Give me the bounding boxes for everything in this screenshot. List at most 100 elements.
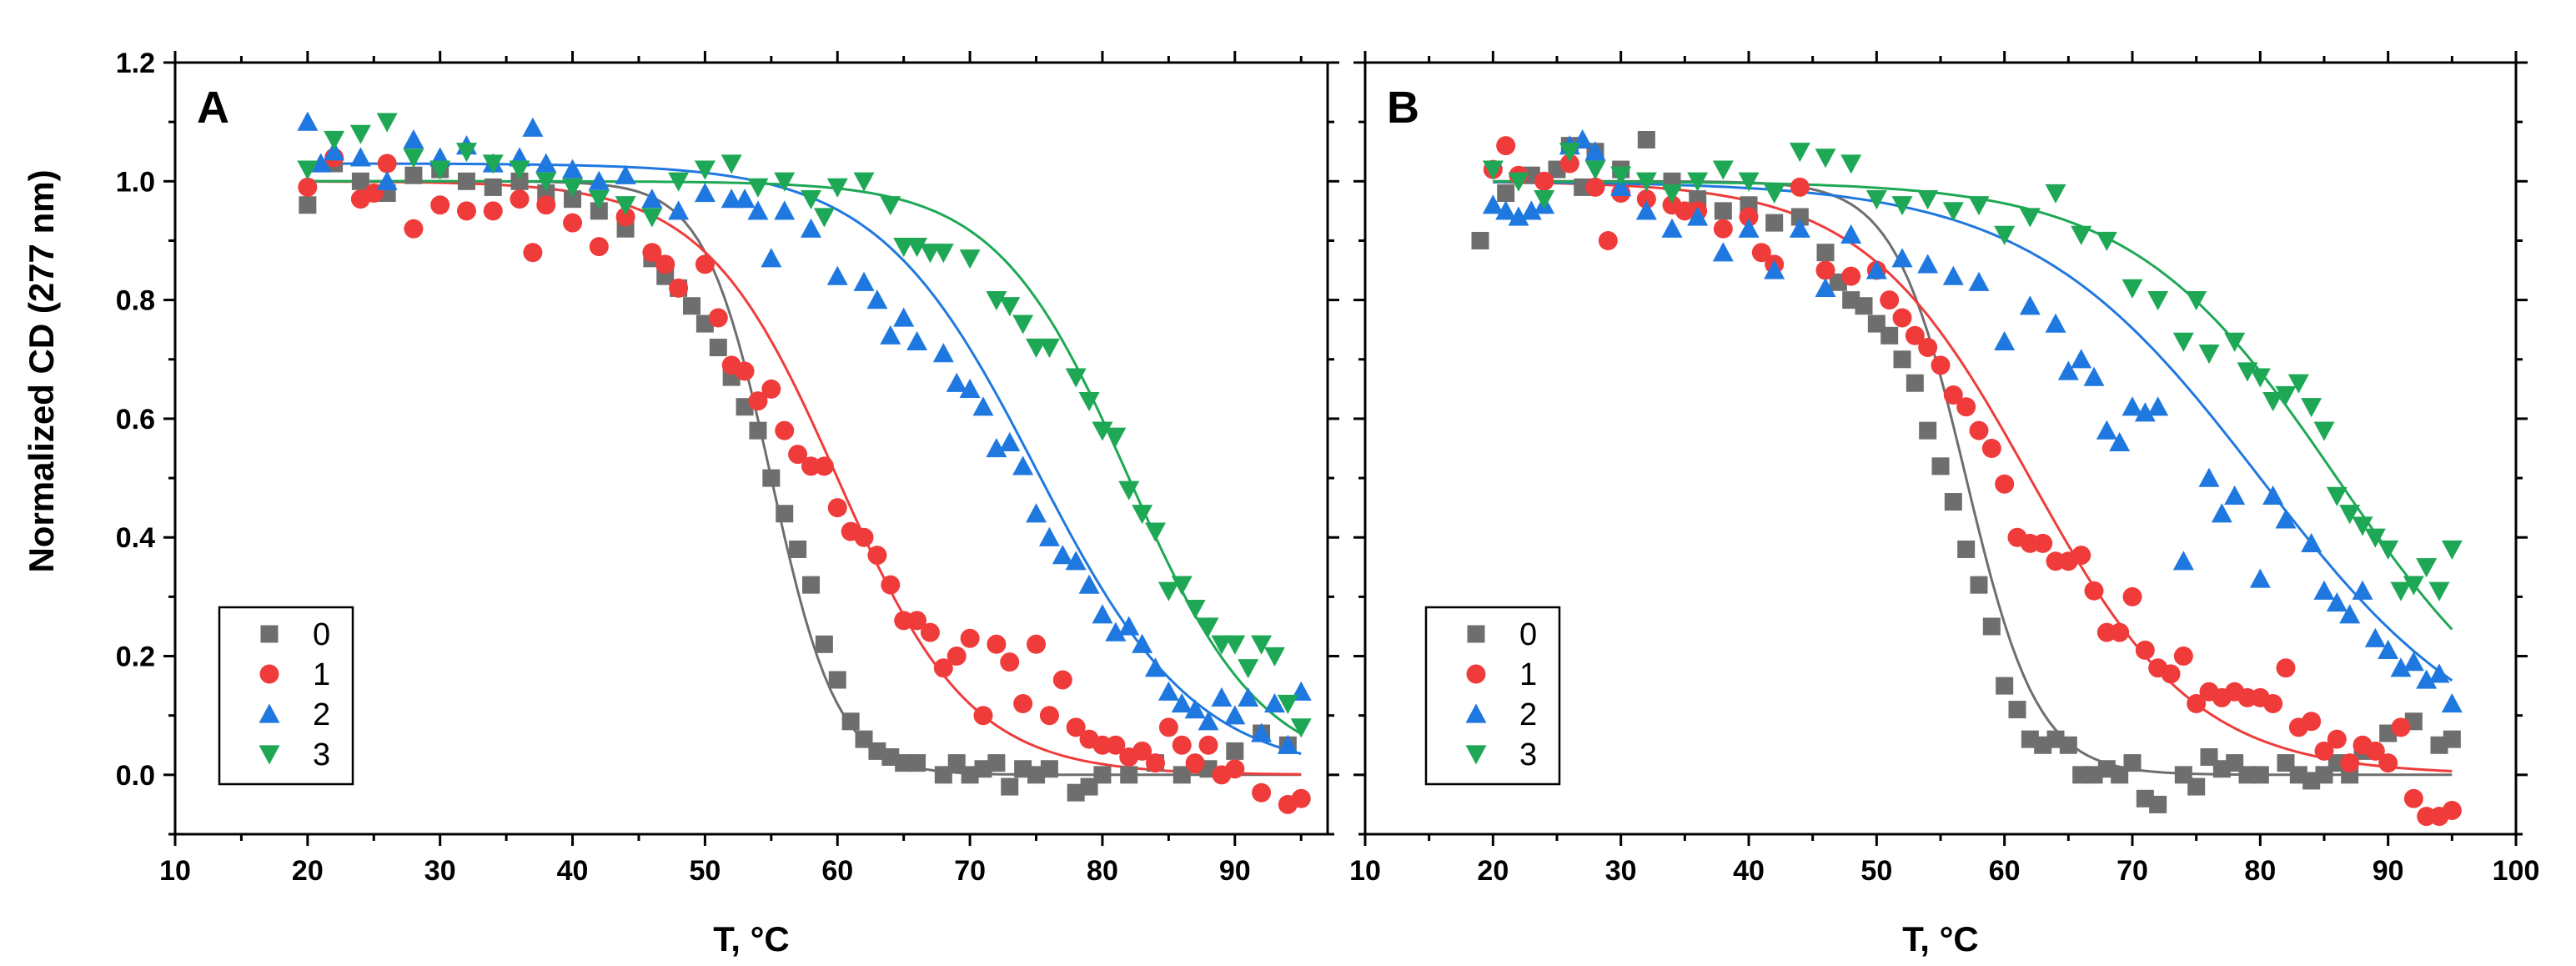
data-point-series-2 xyxy=(1661,218,1683,238)
data-point-series-1 xyxy=(788,445,808,465)
data-point-series-3 xyxy=(1764,184,1785,204)
data-point-series-1 xyxy=(1066,717,1086,737)
data-point-series-2 xyxy=(2352,580,2373,600)
data-point-series-2 xyxy=(1764,259,1785,279)
data-point-series-2 xyxy=(2275,509,2297,529)
data-point-series-0 xyxy=(404,166,423,184)
data-point-series-0 xyxy=(299,196,317,214)
data-point-series-3 xyxy=(2147,290,2169,311)
data-point-series-1 xyxy=(1981,439,2001,458)
data-point-series-1 xyxy=(708,308,728,328)
data-point-series-2 xyxy=(1520,200,1542,220)
data-point-series-3 xyxy=(2071,225,2092,245)
data-point-series-3 xyxy=(535,172,557,192)
data-point-series-3 xyxy=(1942,202,1964,222)
legend: 0 1 2 3 xyxy=(1424,606,1561,786)
data-point-series-1 xyxy=(1956,397,1976,417)
data-point-series-3 xyxy=(1118,480,1140,501)
data-point-series-3 xyxy=(1738,172,1760,192)
data-point-series-2 xyxy=(2122,396,2143,416)
data-point-series-3 xyxy=(2186,290,2207,311)
data-point-series-3 xyxy=(1840,154,1862,174)
data-point-series-3 xyxy=(2287,374,2309,394)
data-point-series-1 xyxy=(2173,647,2193,667)
data-point-series-0 xyxy=(961,766,979,784)
data-point-series-3 xyxy=(932,244,954,264)
data-point-series-1 xyxy=(1713,219,1733,239)
data-point-series-2 xyxy=(1712,242,1734,262)
data-point-series-2 xyxy=(1078,574,1100,594)
data-point-series-0 xyxy=(1881,326,1899,345)
data-point-series-0 xyxy=(815,635,833,653)
data-point-series-2 xyxy=(2326,592,2348,612)
data-point-series-0 xyxy=(1014,760,1032,778)
legend-marker-3 xyxy=(259,745,280,765)
data-point-series-0 xyxy=(776,505,794,523)
data-point-series-3 xyxy=(2390,581,2412,601)
data-point-series-0 xyxy=(1906,374,1924,392)
data-point-series-2 xyxy=(2083,366,2105,386)
data-point-series-2 xyxy=(1092,604,1113,624)
data-point-series-3 xyxy=(747,178,769,198)
data-point-series-0 xyxy=(590,202,608,220)
legend-label: 2 xyxy=(1519,697,1537,732)
data-point-series-1 xyxy=(775,420,795,440)
data-point-series-3 xyxy=(2237,362,2258,382)
data-point-series-2 xyxy=(2109,431,2131,452)
data-point-series-1 xyxy=(1027,634,1047,654)
data-point-series-1 xyxy=(1559,153,1579,174)
data-point-series-3 xyxy=(2326,486,2348,506)
data-point-series-2 xyxy=(376,170,398,190)
data-point-series-3 xyxy=(774,172,796,192)
data-point-series-1 xyxy=(761,379,781,399)
x-tick-label: 90 xyxy=(2373,855,2404,887)
data-point-series-2 xyxy=(2390,657,2412,677)
data-point-series-0 xyxy=(828,671,846,689)
data-point-series-1 xyxy=(854,527,874,547)
data-point-series-1 xyxy=(1496,136,1516,156)
data-point-series-1 xyxy=(523,243,543,263)
data-point-series-2 xyxy=(721,189,742,209)
data-point-series-0 xyxy=(1226,742,1244,760)
data-point-series-0 xyxy=(762,469,781,487)
y-tick-label: 0.0 xyxy=(116,760,155,792)
x-tick-label: 50 xyxy=(689,855,721,887)
data-point-series-3 xyxy=(2364,528,2386,548)
x-tick-label: 60 xyxy=(1989,855,2021,887)
data-point-series-0 xyxy=(1173,766,1191,784)
data-point-series-0 xyxy=(1001,777,1019,796)
data-point-series-1 xyxy=(695,254,715,274)
data-point-series-2 xyxy=(1157,681,1179,701)
data-point-series-3 xyxy=(429,160,451,180)
data-point-series-0 xyxy=(2443,730,2461,748)
data-point-series-0 xyxy=(908,754,926,772)
data-point-series-2 xyxy=(1840,224,1862,244)
legend-marker-0 xyxy=(1467,625,1485,643)
data-point-series-1 xyxy=(1252,782,1272,802)
data-point-series-3 xyxy=(1092,421,1113,441)
data-point-series-1 xyxy=(2135,640,2155,660)
data-point-series-3 xyxy=(455,143,477,163)
data-point-series-3 xyxy=(376,113,398,133)
data-point-series-1 xyxy=(907,611,927,631)
data-point-series-1 xyxy=(1225,759,1245,779)
data-point-series-3 xyxy=(1157,581,1179,601)
x-tick-label: 100 xyxy=(2493,855,2540,887)
data-point-series-3 xyxy=(880,196,901,216)
x-tick-label: 10 xyxy=(1349,855,1381,887)
data-point-series-2 xyxy=(1738,218,1760,238)
data-point-series-3 xyxy=(1891,196,1913,216)
data-point-series-3 xyxy=(1610,166,1632,186)
data-point-series-2 xyxy=(1482,194,1504,214)
fit-curve-series-1 xyxy=(307,180,1302,776)
data-point-series-2 xyxy=(893,307,915,327)
data-point-series-0 xyxy=(1067,783,1085,802)
data-point-series-1 xyxy=(2442,801,2462,821)
data-point-series-0 xyxy=(2123,754,2142,772)
data-point-series-3 xyxy=(641,208,663,228)
data-point-series-3 xyxy=(2096,231,2117,251)
data-point-series-2 xyxy=(2172,551,2194,571)
data-point-series-0 xyxy=(1040,760,1058,778)
data-point-series-1 xyxy=(1905,325,1925,345)
